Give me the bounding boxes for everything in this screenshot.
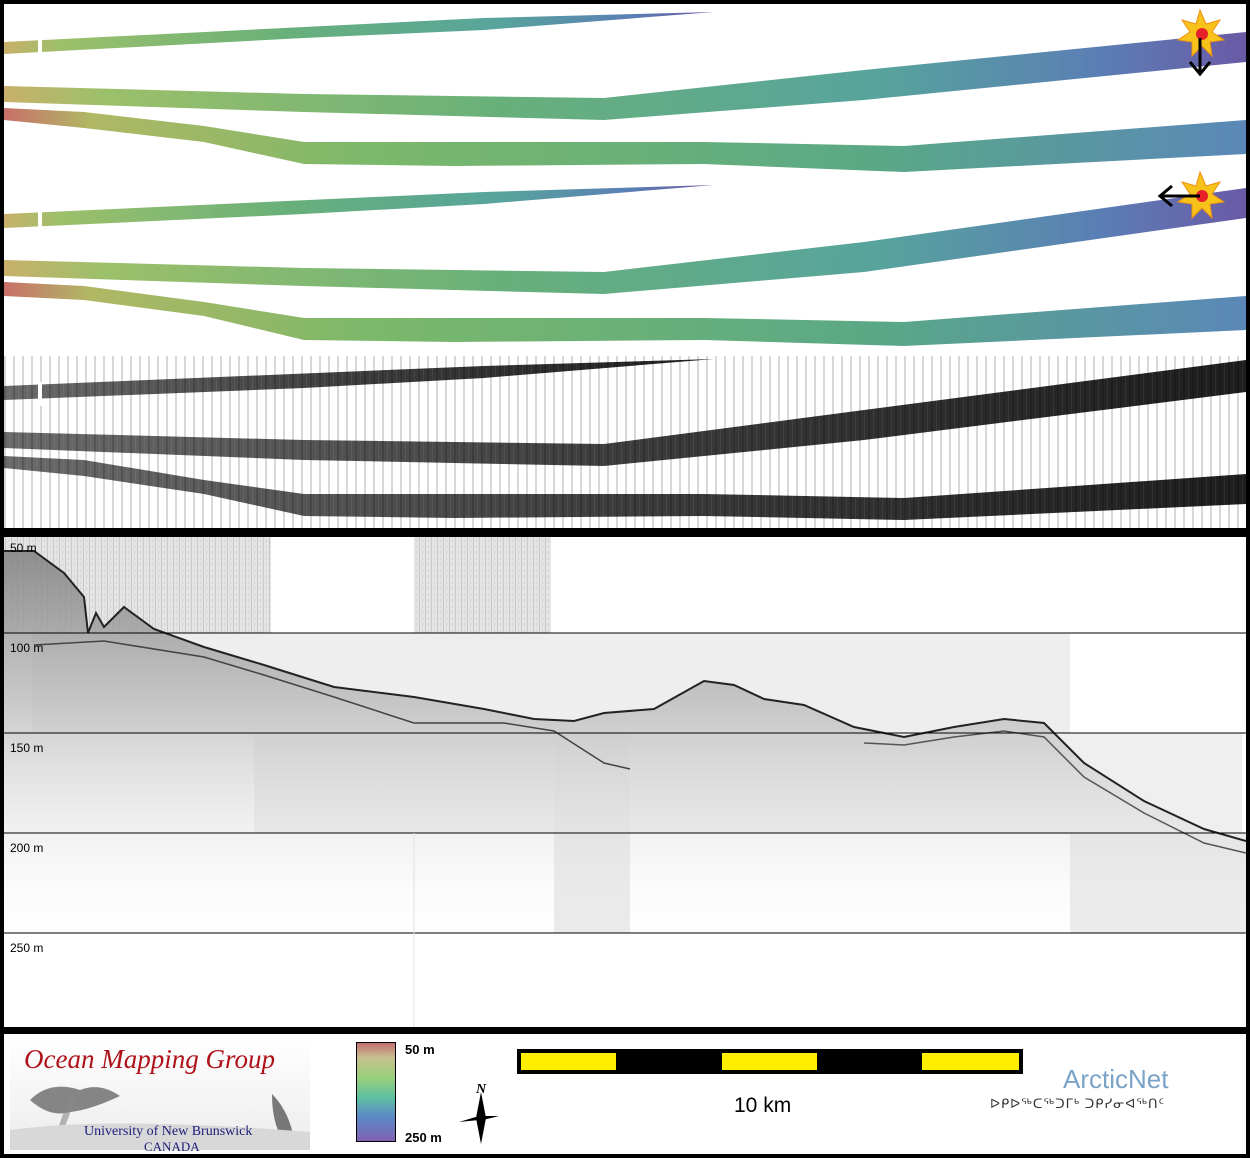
bathymetry-group-1 [4, 12, 1246, 172]
depth-label-150: 150 m [10, 741, 44, 755]
org-country: CANADA [144, 1139, 200, 1154]
bathy-swath-lower [4, 108, 1246, 172]
depth-colorbar [356, 1042, 396, 1142]
depth-label-50: 50 m [10, 541, 37, 555]
north-label: N [476, 1082, 487, 1097]
sidescan-group [4, 356, 1246, 528]
scale-bar [517, 1049, 1023, 1074]
event-marker-2 [1157, 170, 1226, 220]
legend-panel: Ocean Mapping Group University of New Br… [4, 1034, 1246, 1154]
bathy-swath-short [4, 185, 714, 228]
colorbar-min-label: 50 m [405, 1042, 435, 1057]
bathy-swath-short [4, 12, 714, 54]
bathy-swath-long [4, 188, 1246, 294]
scale-label: 10 km [734, 1094, 792, 1117]
depth-label-250: 250 m [10, 941, 44, 955]
org-university: University of New Brunswick [84, 1124, 253, 1139]
depth-label-200: 200 m [10, 841, 44, 855]
bathymetry-group-2 [4, 185, 1246, 346]
swath-map [4, 8, 1246, 528]
partner-title: ArcticNet [1063, 1064, 1169, 1094]
sub-bottom-profile [4, 537, 1246, 1027]
org-title: Ocean Mapping Group [24, 1044, 275, 1074]
bathy-swath-lower [4, 282, 1246, 346]
sub-bottom-reflector [33, 640, 631, 770]
depth-label-100: 100 m [10, 641, 44, 655]
ocean-mapping-group-logo: Ocean Mapping Group University of New Br… [10, 1038, 310, 1154]
swath-map-panel [4, 4, 1246, 528]
sub-bottom-profile-panel: 50 m 100 m 150 m 200 m 250 m [4, 537, 1246, 1027]
seafloor-reflector [4, 550, 1246, 842]
partner-subtitle: ᐅᑭᐅᖅᑕᖅᑐᒥᒃ ᑐᑭᓯᓂᐊᖅᑎᑦ [990, 1096, 1166, 1111]
bathy-swath-long [4, 32, 1246, 120]
north-arrow-icon [459, 1092, 499, 1144]
colorbar-max-label: 250 m [405, 1130, 442, 1145]
event-marker-1 [1176, 8, 1226, 77]
